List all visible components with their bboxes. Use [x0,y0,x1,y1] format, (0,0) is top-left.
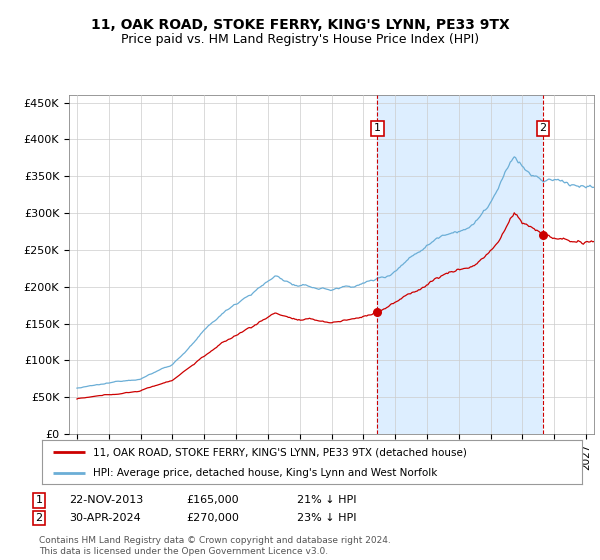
Text: 1: 1 [374,123,381,133]
Text: HPI: Average price, detached house, King's Lynn and West Norfolk: HPI: Average price, detached house, King… [94,468,437,478]
Text: 22-NOV-2013: 22-NOV-2013 [69,495,143,505]
Text: 2: 2 [35,513,43,523]
Text: £270,000: £270,000 [186,513,239,523]
Text: 2: 2 [539,123,547,133]
Text: £165,000: £165,000 [186,495,239,505]
Text: 21% ↓ HPI: 21% ↓ HPI [297,495,356,505]
Text: 11, OAK ROAD, STOKE FERRY, KING'S LYNN, PE33 9TX: 11, OAK ROAD, STOKE FERRY, KING'S LYNN, … [91,18,509,32]
Text: 1: 1 [35,495,43,505]
Bar [543,95,600,434]
Point [538,231,548,240]
Text: 30-APR-2024: 30-APR-2024 [69,513,141,523]
Bar [543,95,600,434]
Text: 23% ↓ HPI: 23% ↓ HPI [297,513,356,523]
Text: 11, OAK ROAD, STOKE FERRY, KING'S LYNN, PE33 9TX (detached house): 11, OAK ROAD, STOKE FERRY, KING'S LYNN, … [94,447,467,457]
Text: Contains HM Land Registry data © Crown copyright and database right 2024.
This d: Contains HM Land Registry data © Crown c… [39,536,391,556]
Point [373,308,382,317]
Bar [377,95,543,434]
Text: Price paid vs. HM Land Registry's House Price Index (HPI): Price paid vs. HM Land Registry's House … [121,32,479,46]
